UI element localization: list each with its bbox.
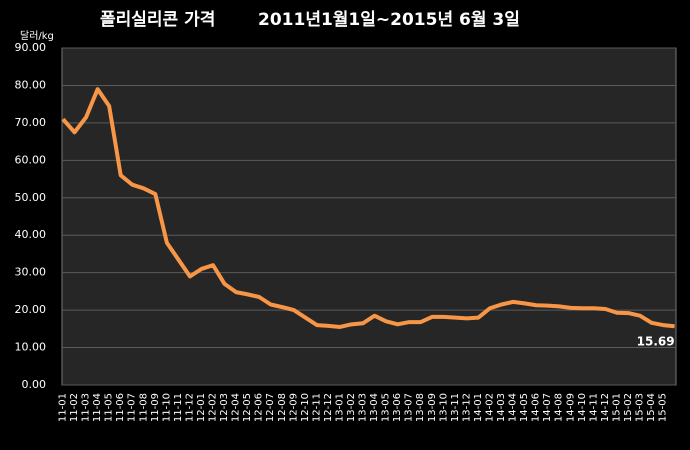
x-tick-label: 13-09 <box>427 393 438 422</box>
x-tick-label: 11-09 <box>150 393 161 422</box>
x-tick-label: 13-06 <box>392 393 403 422</box>
x-tick-label: 11-01 <box>58 393 69 422</box>
y-tick-label: 10.00 <box>15 341 47 354</box>
x-tick-label: 13-10 <box>438 393 449 422</box>
x-tick-label: 12-03 <box>219 393 230 422</box>
x-tick-label: 14-06 <box>531 393 542 422</box>
x-tick-label: 14-04 <box>508 393 519 422</box>
x-tick-label: 13-08 <box>415 393 426 422</box>
x-tick-label: 14-07 <box>542 393 553 422</box>
x-tick-label: 14-12 <box>600 393 611 422</box>
y-tick-label: 70.00 <box>15 116 47 129</box>
x-tick-label: 13-03 <box>358 393 369 422</box>
x-tick-label: 13-11 <box>450 393 461 422</box>
x-tick-label: 14-11 <box>588 393 599 422</box>
y-tick-label: 40.00 <box>15 228 47 241</box>
x-tick-label: 15-05 <box>658 393 669 422</box>
plot-area <box>61 47 677 386</box>
y-tick-label: 90.00 <box>15 41 47 54</box>
x-tick-label: 13-05 <box>381 393 392 422</box>
x-tick-label: 11-02 <box>69 393 80 422</box>
x-tick-label: 14-02 <box>484 393 495 422</box>
x-tick-label: 14-03 <box>496 393 507 422</box>
x-tick-label: 14-08 <box>554 393 565 422</box>
x-tick-label: 14-01 <box>473 393 484 422</box>
chart-subtitle: 2011년1월1일~2015년 6월 3일 <box>258 10 520 30</box>
y-tick-label: 80.00 <box>15 78 47 91</box>
data-label: 15.69 <box>637 335 675 349</box>
x-tick-label: 11-05 <box>104 393 115 422</box>
x-tick-label: 12-08 <box>277 393 288 422</box>
x-tick-label: 13-12 <box>461 393 472 422</box>
x-tick-label: 11-03 <box>81 393 92 422</box>
x-tick-label: 11-06 <box>115 393 126 422</box>
x-tick-label: 14-09 <box>565 393 576 422</box>
x-tick-label: 13-04 <box>369 393 380 422</box>
x-tick-label: 11-07 <box>127 393 138 422</box>
y-tick-label: 0.00 <box>22 378 47 391</box>
x-tick-label: 12-04 <box>231 393 242 422</box>
x-tick-label: 12-02 <box>208 393 219 422</box>
y-tick-label: 60.00 <box>15 153 47 166</box>
x-tick-label: 11-11 <box>173 393 184 422</box>
x-tick-label: 11-12 <box>184 393 195 422</box>
x-tick-label: 12-01 <box>196 393 207 422</box>
x-tick-label: 13-01 <box>334 393 345 422</box>
x-tick-label: 12-12 <box>323 393 334 422</box>
x-tick-label: 12-06 <box>254 393 265 422</box>
x-tick-label: 12-09 <box>288 393 299 422</box>
x-tick-label: 12-05 <box>242 393 253 422</box>
x-tick-label: 13-02 <box>346 393 357 422</box>
x-tick-label: 12-10 <box>300 393 311 422</box>
x-tick-label: 14-05 <box>519 393 530 422</box>
x-tick-label: 15-04 <box>646 393 657 422</box>
x-tick-label: 12-11 <box>311 393 322 422</box>
y-tick-label: 30.00 <box>15 266 47 279</box>
x-tick-label: 11-08 <box>138 393 149 422</box>
y-tick-label: 20.00 <box>15 303 47 316</box>
y-axis-label: 달러/kg <box>20 30 54 42</box>
chart-title: 폴리실리콘 가격 <box>100 10 215 30</box>
x-tick-label: 15-03 <box>635 393 646 422</box>
x-tick-label: 11-10 <box>161 393 172 422</box>
x-tick-label: 12-07 <box>265 393 276 422</box>
x-tick-label: 15-02 <box>623 393 634 422</box>
x-tick-label: 13-07 <box>404 393 415 422</box>
x-tick-label: 15-01 <box>611 393 622 422</box>
line <box>61 87 675 329</box>
x-tick-label: 11-04 <box>92 393 103 422</box>
y-tick-label: 50.00 <box>15 191 47 204</box>
x-tick-label: 14-10 <box>577 393 588 422</box>
